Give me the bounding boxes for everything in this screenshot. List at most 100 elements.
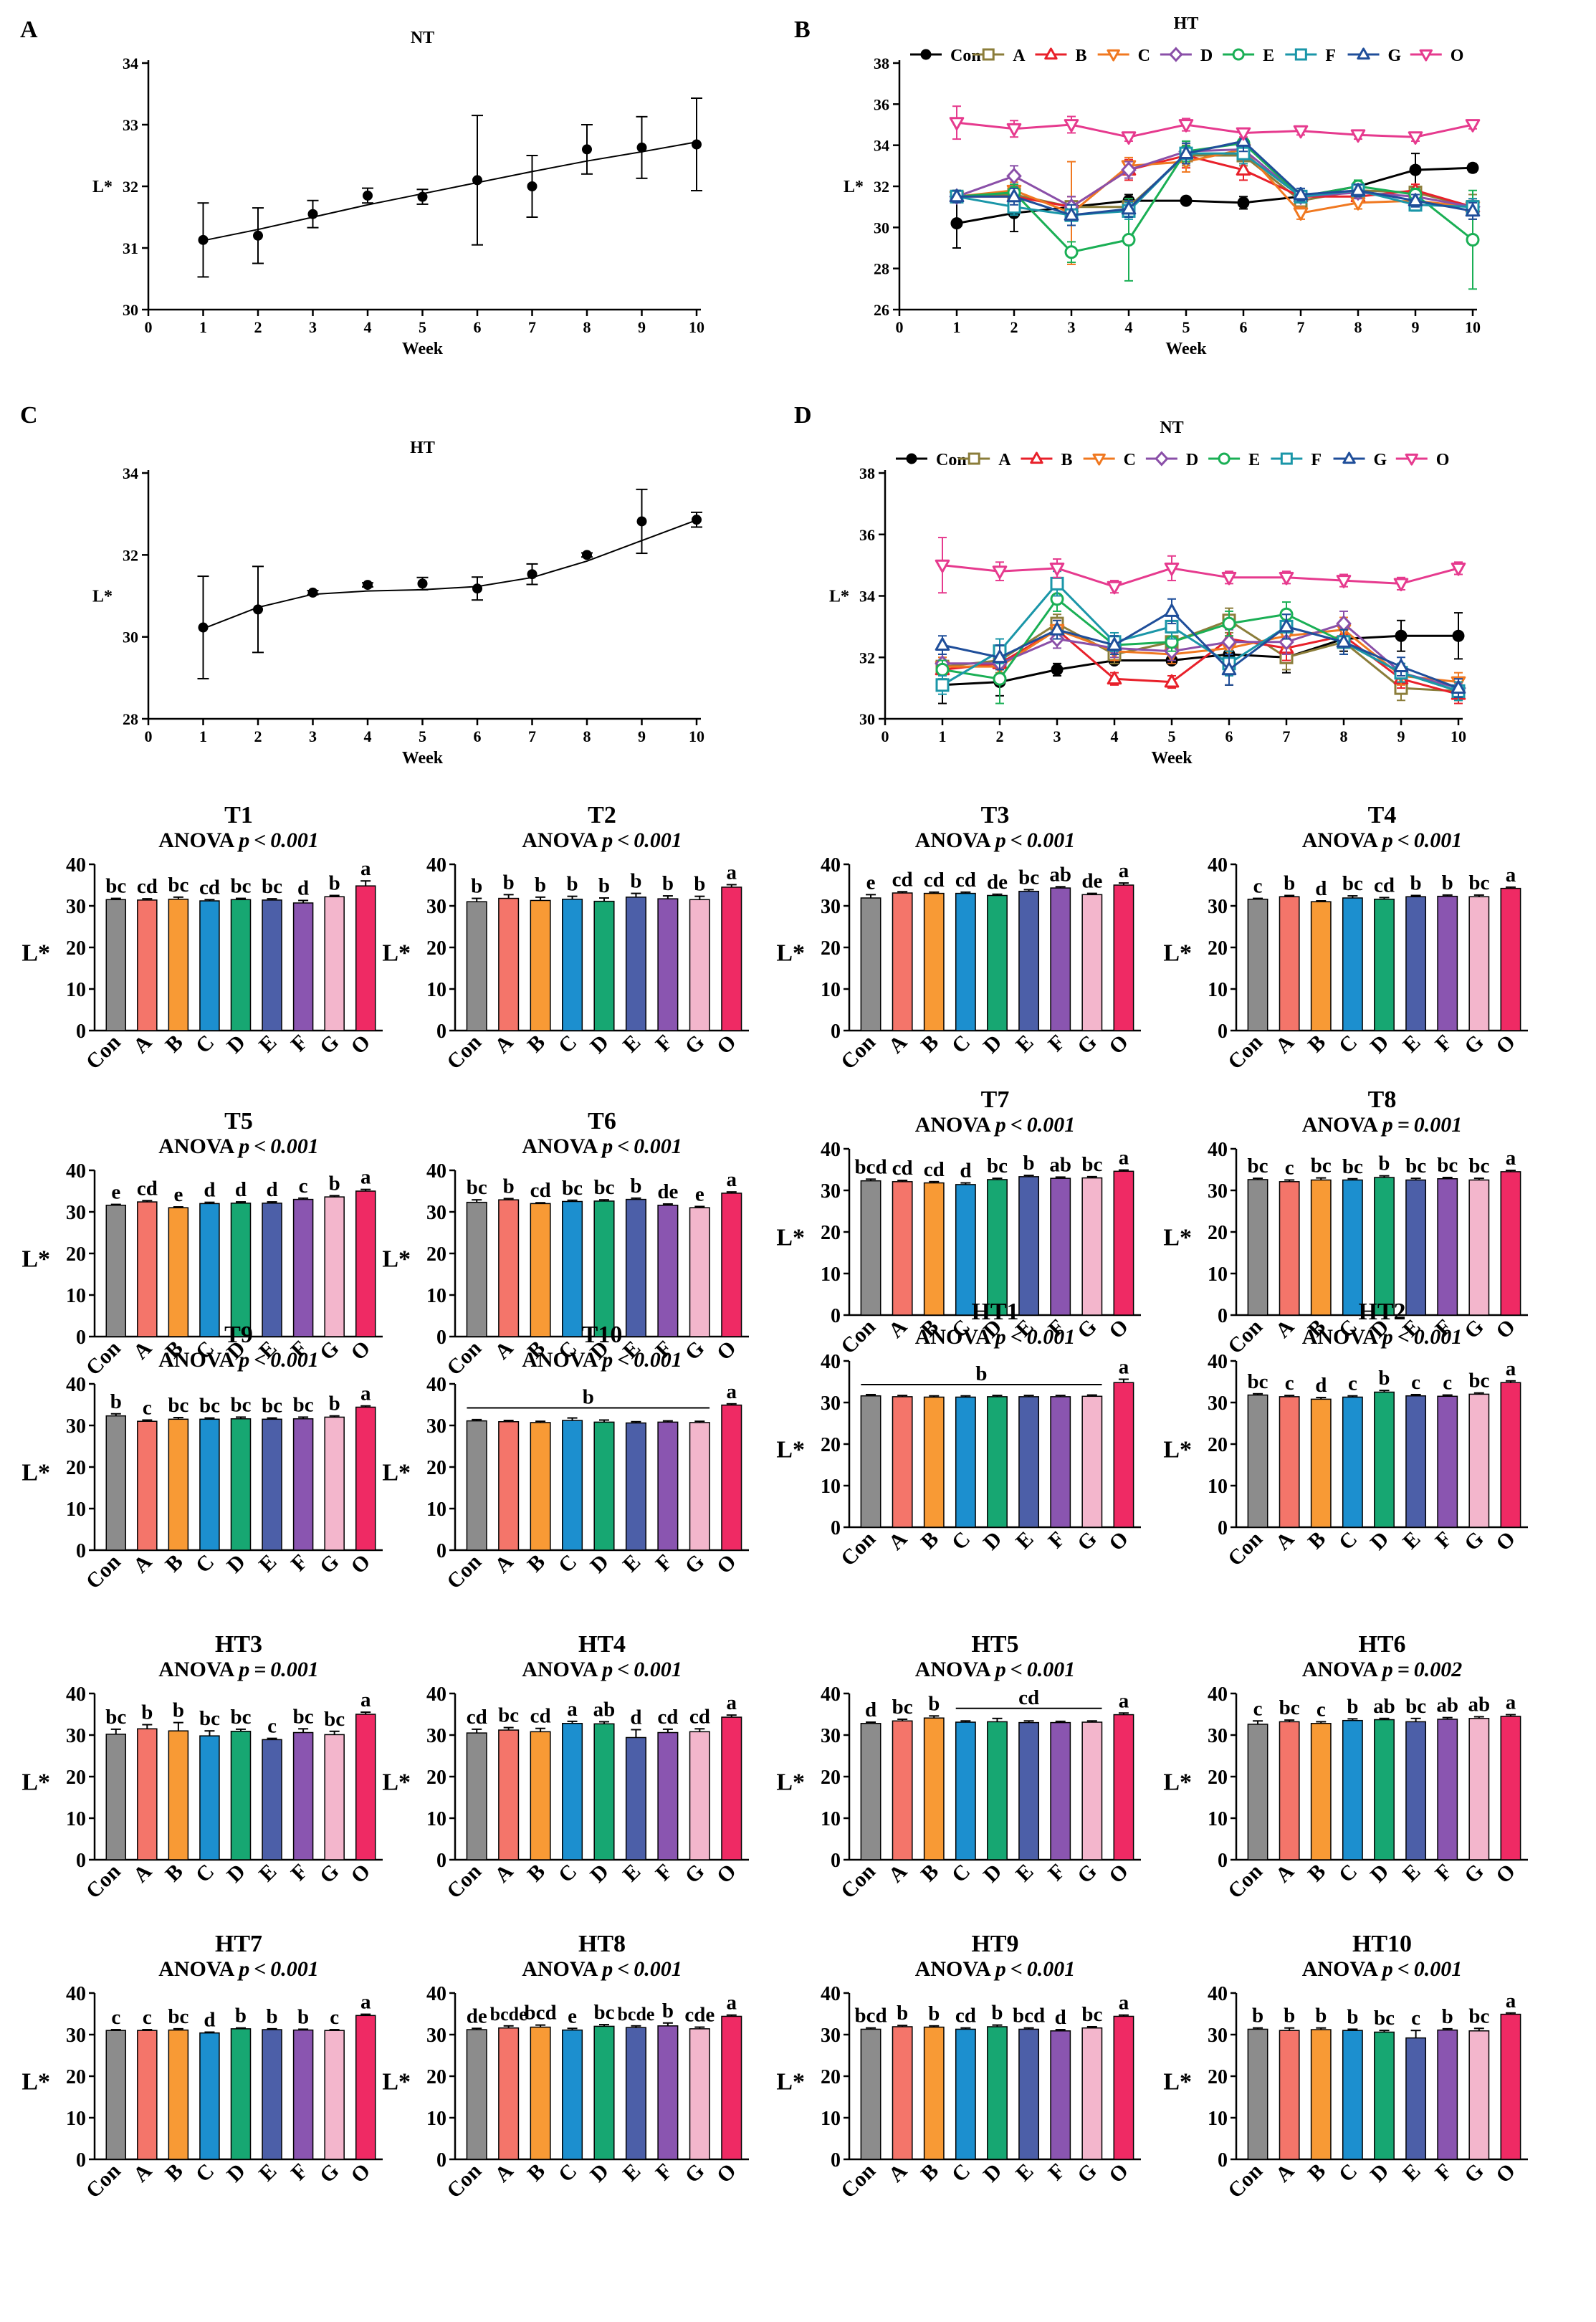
x-tick-label: 8 bbox=[1354, 318, 1362, 336]
x-tick-label: 9 bbox=[638, 727, 646, 745]
y-tick-label: 0 bbox=[436, 1327, 446, 1349]
y-tick-label: 0 bbox=[76, 1850, 86, 1872]
x-tick-label-E: E bbox=[1398, 1860, 1425, 1886]
x-tick-label-O: O bbox=[346, 1337, 375, 1365]
bar-G bbox=[689, 1731, 710, 1860]
data-point-E bbox=[935, 662, 950, 677]
x-tick-label: 9 bbox=[1397, 727, 1405, 745]
bar-E bbox=[1405, 2037, 1427, 2160]
bar-D bbox=[1374, 1391, 1395, 1528]
significance-letter: b bbox=[329, 872, 340, 895]
x-tick-label-O: O bbox=[346, 1550, 375, 1579]
x-tick-label: 1 bbox=[953, 318, 961, 336]
x-tick-label-Con: Con bbox=[836, 1859, 880, 1903]
bar-E bbox=[625, 897, 646, 1031]
p-value: p < 0.001 bbox=[236, 828, 319, 852]
bar-B bbox=[530, 1422, 551, 1551]
bar-B bbox=[530, 2026, 551, 2160]
y-tick-label: 0 bbox=[436, 1540, 446, 1562]
y-tick-label: 0 bbox=[831, 1305, 841, 1327]
bar-C bbox=[562, 1420, 583, 1551]
y-tick-label: 30 bbox=[426, 1415, 446, 1438]
y-axis-label: L* bbox=[776, 2069, 805, 2096]
x-tick-label: 1 bbox=[939, 727, 947, 745]
x-tick-label-O: O bbox=[346, 1860, 375, 1888]
significance-letter: cde bbox=[684, 2004, 715, 2027]
x-tick-label-E: E bbox=[1398, 1031, 1425, 1057]
bar-C bbox=[1342, 1396, 1363, 1528]
significance-letter: bc bbox=[293, 1705, 314, 1728]
legend-label-D: D bbox=[1186, 451, 1198, 469]
legend-marker-D bbox=[1169, 47, 1183, 62]
x-tick-label-F: F bbox=[1430, 2159, 1456, 2185]
y-tick-label: 20 bbox=[1208, 937, 1228, 960]
data-point bbox=[472, 175, 482, 186]
anova-label: ANOVA bbox=[1302, 1957, 1382, 1981]
bar-Con bbox=[1247, 1394, 1268, 1528]
significance-letter: b bbox=[583, 1386, 594, 1409]
bar-D bbox=[230, 899, 252, 1031]
significance-letter: c bbox=[143, 2006, 152, 2029]
x-tick-label-B: B bbox=[161, 1550, 187, 1577]
significance-letter: d bbox=[630, 1706, 641, 1729]
significance-letter: c bbox=[1411, 1371, 1420, 1394]
x-tick-label-F: F bbox=[1430, 1860, 1456, 1886]
legend-label-B: B bbox=[1075, 47, 1086, 65]
significance-letter: b bbox=[297, 2005, 309, 2028]
bar-A bbox=[137, 2030, 158, 2160]
y-tick-label: 20 bbox=[1208, 1222, 1228, 1244]
data-point-Con bbox=[1237, 196, 1250, 209]
significance-letter: bc bbox=[1468, 871, 1489, 894]
x-tick-label-E: E bbox=[618, 1550, 645, 1577]
bar-title: HT1 bbox=[971, 1299, 1018, 1325]
bar-B bbox=[168, 2029, 189, 2160]
legend-label-D: D bbox=[1200, 47, 1213, 65]
anova-text: ANOVA p < 0.001 bbox=[915, 1113, 1076, 1137]
bar-C bbox=[199, 1203, 220, 1337]
y-tick-label: 20 bbox=[821, 1222, 841, 1244]
bar-C bbox=[955, 892, 976, 1031]
y-tick-label: 20 bbox=[426, 2066, 446, 2088]
bar-O bbox=[355, 1406, 376, 1551]
bar-G bbox=[324, 2030, 345, 2160]
significance-letter: b bbox=[329, 1392, 340, 1415]
data-point-G bbox=[1121, 201, 1137, 215]
x-tick-label-A: A bbox=[884, 1030, 912, 1058]
series-line-A bbox=[942, 619, 1459, 692]
bar-C bbox=[199, 1735, 220, 1860]
bar-D bbox=[1374, 1719, 1395, 1860]
significance-letter: ab bbox=[1436, 1694, 1458, 1717]
x-tick-label-O: O bbox=[1491, 1527, 1520, 1556]
p-value: p = 0.001 bbox=[1380, 1113, 1463, 1137]
y-tick-label: 10 bbox=[66, 1285, 86, 1307]
significance-letter: d bbox=[1315, 1374, 1327, 1397]
bar-B bbox=[168, 1730, 189, 1860]
x-tick-label-A: A bbox=[884, 1526, 912, 1554]
significance-letter: bc bbox=[231, 1706, 252, 1729]
bar-title: T6 bbox=[588, 1108, 616, 1134]
x-tick-label: 1 bbox=[199, 318, 207, 336]
x-tick-label-B: B bbox=[917, 1860, 943, 1886]
legend-label-A: A bbox=[1013, 47, 1026, 65]
y-tick-label: 10 bbox=[66, 979, 86, 1001]
significance-letter: b bbox=[1442, 2005, 1453, 2028]
significance-letter: b bbox=[1442, 871, 1453, 894]
anova-text: ANOVA p < 0.001 bbox=[522, 828, 682, 852]
x-tick-label-O: O bbox=[1104, 1860, 1133, 1888]
significance-letter: cd bbox=[657, 1706, 678, 1729]
significance-letter: b bbox=[662, 872, 674, 895]
y-tick-label: 30 bbox=[1208, 896, 1228, 918]
p-value: p < 0.001 bbox=[993, 1658, 1076, 1681]
anova-label: ANOVA bbox=[1302, 1325, 1382, 1349]
data-point-G bbox=[1293, 186, 1309, 201]
y-tick-label: 40 bbox=[821, 1139, 841, 1161]
y-tick-label: 0 bbox=[76, 1327, 86, 1349]
significance-letter: a bbox=[1119, 1147, 1129, 1170]
x-tick-label-G: G bbox=[315, 1860, 344, 1888]
bar-Con bbox=[466, 1201, 487, 1337]
y-tick-label: 10 bbox=[426, 979, 446, 1001]
